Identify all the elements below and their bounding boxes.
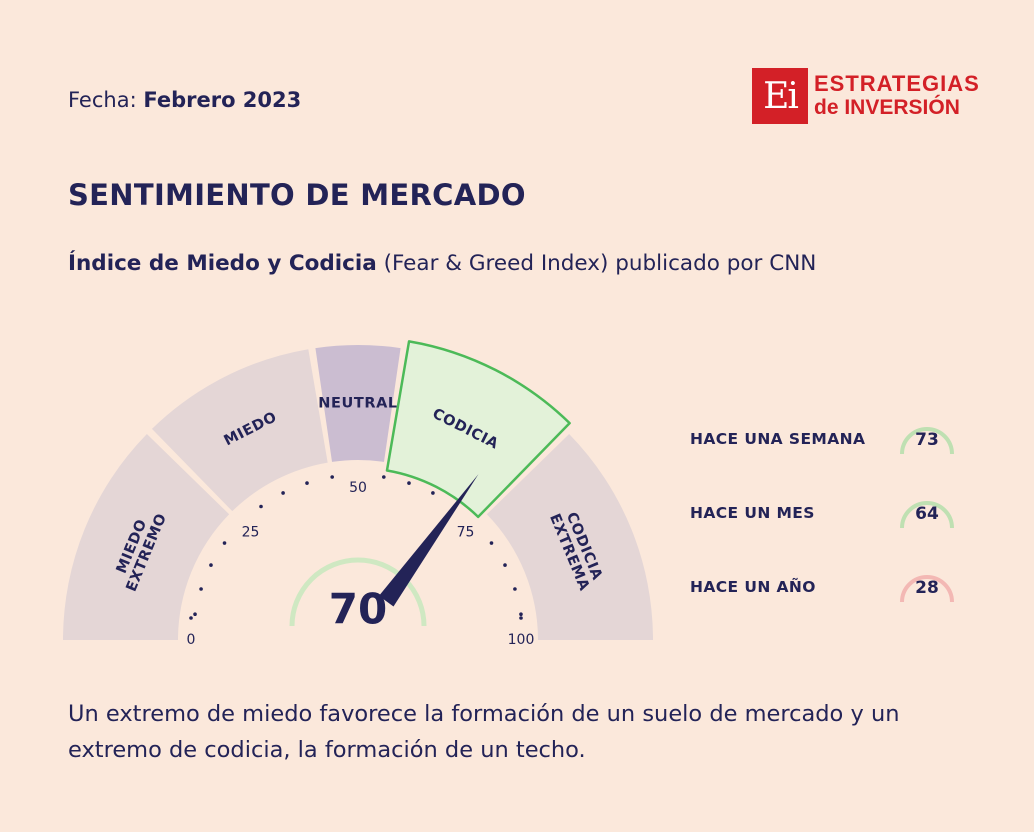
history-row-year: HACE UN AÑO 28 <box>690 568 980 608</box>
scale-dot <box>281 491 285 495</box>
gauge-value: 70 <box>329 585 387 634</box>
zone-codicia <box>385 340 571 519</box>
page-title: SENTIMIENTO DE MERCADO <box>68 178 526 212</box>
scale-dot <box>431 491 435 495</box>
scale-dot <box>519 612 523 616</box>
zone-label: NEUTRAL <box>318 396 398 412</box>
zone-codicia-extrema <box>486 433 653 640</box>
gauge-needle <box>378 474 479 607</box>
scale-dot <box>209 563 213 567</box>
scale-dot <box>519 616 523 620</box>
scale-dot <box>193 612 197 616</box>
scale-dot <box>189 616 193 620</box>
scale-dot <box>503 563 507 567</box>
history-label-year: HACE UN AÑO <box>690 578 816 596</box>
scale-dot <box>330 475 334 479</box>
tick-label-0: 0 <box>187 632 196 648</box>
history-indicator-week <box>900 427 954 455</box>
history-value-month: 64 <box>915 504 939 524</box>
subtitle-bold: Índice de Miedo y Codicia <box>68 251 377 276</box>
scale-dot <box>407 481 411 485</box>
zone-miedo <box>151 349 328 512</box>
date-value: Febrero 2023 <box>143 88 302 112</box>
history-indicator-year <box>900 575 954 603</box>
logo-line2: de INVERSIÓN <box>814 96 960 119</box>
tick-label-100: 100 <box>508 632 535 648</box>
history-value-week: 73 <box>915 430 939 450</box>
tick-label-75: 75 <box>457 525 475 541</box>
zone-neutral <box>315 345 401 462</box>
logo-mark: Ei <box>752 68 808 124</box>
subtitle: Índice de Miedo y Codicia (Fear & Greed … <box>68 251 816 276</box>
scale-dot <box>382 475 386 479</box>
tick-label-50: 50 <box>349 480 367 496</box>
scale-dot <box>259 504 263 509</box>
scale-dot <box>222 541 227 545</box>
history-value-year: 28 <box>915 578 939 598</box>
history-label-month: HACE UN MES <box>690 504 815 522</box>
zone-miedo-extremo <box>63 433 230 640</box>
history-row-month: HACE UN MES 64 <box>690 494 980 534</box>
history-label-week: HACE UNA SEMANA <box>690 430 866 448</box>
date-label: Fecha: <box>68 88 137 112</box>
scale-dot <box>305 481 309 485</box>
value-halo <box>289 557 427 627</box>
logo-line1: ESTRATEGIAS <box>814 71 980 96</box>
tick-label-25: 25 <box>242 525 260 541</box>
scale-dot <box>513 587 517 591</box>
logo-text: ESTRATEGIAS de INVERSIÓN <box>814 72 980 120</box>
brand-logo: Ei ESTRATEGIAS de INVERSIÓN <box>752 68 980 124</box>
scale-dot <box>489 541 494 545</box>
history-row-week: HACE UNA SEMANA 73 <box>690 420 980 460</box>
footer-note: Un extremo de miedo favorece la formació… <box>68 701 900 763</box>
subtitle-rest: (Fear & Greed Index) publicado por CNN <box>376 251 817 276</box>
date-line: Fecha: Febrero 2023 <box>68 88 301 112</box>
scale-dot <box>199 587 203 591</box>
history-indicator-month <box>900 501 954 529</box>
